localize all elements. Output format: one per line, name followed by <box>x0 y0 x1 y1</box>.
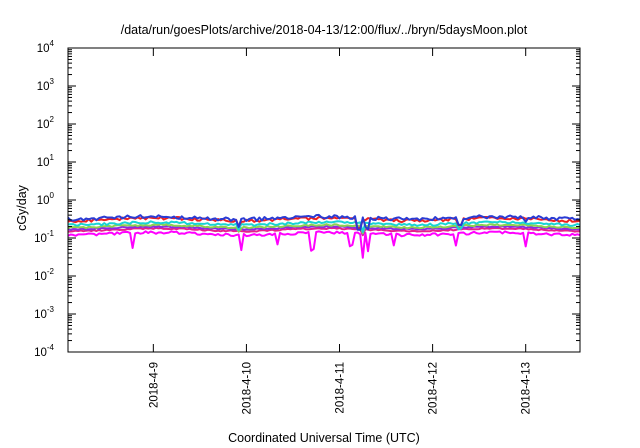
series-line <box>67 230 581 259</box>
series-line <box>67 223 581 235</box>
x-tick-label: 2018-4-12 <box>428 362 440 414</box>
y-tick-label: 102 <box>37 115 55 131</box>
y-tick-label: 10-4 <box>34 343 54 359</box>
x-tick-label: 2018-4-9 <box>148 362 160 408</box>
y-tick-label: 10-3 <box>34 305 54 321</box>
y-tick-label: 10-1 <box>34 229 54 245</box>
y-tick-label: 103 <box>37 77 55 93</box>
x-axis: 2018-4-9 2018-4-10 2018-4-11 2018-4-12 2018-… <box>148 48 533 414</box>
y-tick-label: 104 <box>37 39 55 55</box>
x-tick-label: 2018-4-11 <box>335 362 347 414</box>
plot-frame <box>67 47 581 353</box>
y-tick-label: 10-2 <box>34 267 54 283</box>
series-line <box>67 220 581 233</box>
y-tick-label: 101 <box>37 153 55 169</box>
series-line <box>67 226 581 237</box>
series-line <box>67 213 581 231</box>
x-tick-label: 2018-4-10 <box>241 362 253 414</box>
series-lines <box>67 213 581 259</box>
chart-title: /data/run/goesPlots/archive/2018-04-13/1… <box>121 23 528 37</box>
x-axis-label: Coordinated Universal Time (UTC) <box>228 431 420 445</box>
y-axis: 10-4 10-3 10-2 10-1 100 101 102 103 104 <box>34 39 580 359</box>
series-line <box>67 225 581 235</box>
y-axis-label: cGy/day <box>15 184 29 231</box>
y-tick-label: 100 <box>37 191 55 207</box>
x-tick-label: 2018-4-13 <box>521 362 533 414</box>
